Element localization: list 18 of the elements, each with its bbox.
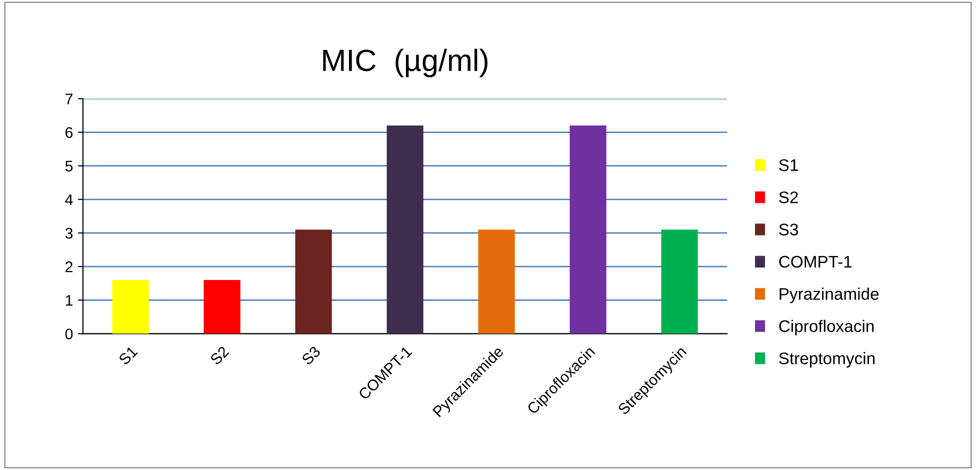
legend-label: S3	[779, 224, 798, 236]
y-tick-label: 5	[65, 160, 73, 172]
legend-label: Pyrazinamide	[780, 288, 879, 304]
legend-label: COMPT-1	[779, 256, 852, 268]
x-tick-label: S3	[301, 346, 321, 366]
legend-label: Ciprofloxacin	[779, 320, 874, 336]
legend-label: S2	[779, 191, 798, 204]
y-tick-label: 4	[65, 194, 73, 205]
legend-label: S1	[779, 159, 798, 172]
x-tick-label: S2	[210, 346, 230, 366]
y-tick-label: 6	[66, 127, 73, 138]
x-tick-label: S1	[118, 346, 138, 366]
y-tick-label: 3	[65, 228, 73, 239]
y-tick-label: 2	[66, 261, 72, 272]
y-tick-label: 7	[66, 94, 72, 104]
y-tick-label: 0	[65, 328, 73, 340]
chart-title: MIC (µg/ml)	[323, 48, 488, 78]
y-tick-label: 1	[66, 295, 72, 306]
